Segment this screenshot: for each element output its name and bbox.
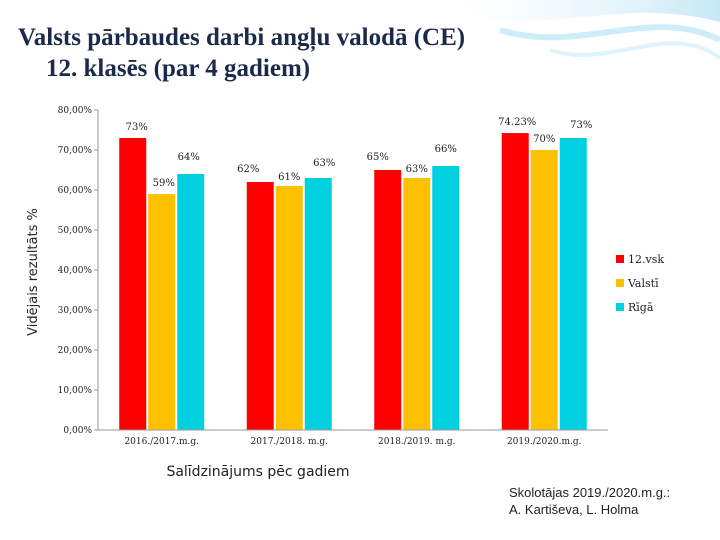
x-tick-label: 2018./2019. m.g. [378, 437, 456, 447]
legend-label: Rīgā [628, 301, 654, 314]
legend-swatch [616, 303, 624, 311]
x-tick-label: 2019./2020.m.g. [507, 437, 582, 447]
bar [559, 138, 587, 430]
data-label: 63% [313, 158, 335, 169]
legend: 12.vsk Valstī Rīgā [616, 253, 664, 314]
credit-line-2: A. Kartiševa, L. Holma [509, 502, 639, 517]
y-axis: 0,00% 10,00% 20,00% 30,00% 40,00% 50,00% 60,00… [58, 106, 99, 436]
bar [304, 178, 332, 430]
credit-note: Skolotājas 2019./2020.m.g.: A. Kartiševa… [509, 484, 670, 518]
data-label: 59% [153, 178, 175, 189]
data-label: 73% [570, 120, 592, 131]
y-tick-label: 10,00% [58, 386, 93, 396]
y-tick-label: 30,00% [58, 306, 93, 316]
legend-swatch [616, 279, 624, 287]
bar [403, 178, 431, 430]
bar [148, 194, 176, 430]
y-tick-label: 40,00% [58, 266, 93, 276]
legend-swatch [616, 255, 624, 263]
x-axis: 2016./2017.m.g. 2017./2018. m.g. 2018./201… [98, 429, 608, 447]
x-tick-label: 2016./2017.m.g. [124, 437, 199, 447]
bar [275, 186, 303, 430]
data-label: 63% [406, 164, 428, 175]
data-label: 62% [237, 164, 259, 175]
bar [530, 150, 558, 430]
y-tick-label: 50,00% [58, 226, 93, 236]
title-line-2: 12. klasēs (par 4 gadiem) [46, 55, 311, 82]
data-label: 64% [178, 152, 200, 163]
bar [177, 174, 205, 430]
bar [246, 182, 274, 430]
y-tick-label: 20,00% [58, 346, 93, 356]
data-label: 66% [435, 144, 457, 155]
y-tick-label: 0,00% [63, 426, 92, 436]
bar [432, 166, 460, 430]
legend-label: Valstī [627, 277, 659, 290]
y-axis-title: Vidējais rezultāts % [26, 208, 41, 336]
bars [119, 133, 587, 430]
x-axis-title: Salīdzinājums pēc gadiem [166, 464, 349, 480]
data-label: 65% [367, 152, 389, 163]
y-tick-label: 60,00% [58, 186, 93, 196]
bar [501, 133, 529, 430]
bar [374, 170, 402, 430]
bar [119, 138, 147, 430]
data-label: 73% [126, 122, 148, 133]
data-label: 70% [533, 134, 555, 145]
title-line-1: Valsts pārbaudes darbi angļu valodā (CE) [18, 24, 466, 51]
y-tick-label: 70,00% [58, 146, 93, 156]
legend-label: 12.vsk [628, 253, 664, 266]
data-labels: 73% 59% 64% 62% 61% 63% 65% 63% 66% 74.23% 70% 73% [126, 117, 593, 189]
credit-line-1: Skolotājas 2019./2020.m.g.: [509, 485, 671, 500]
y-tick-label: 80,00% [58, 106, 93, 116]
data-label: 74.23% [498, 117, 536, 128]
x-tick-label: 2017./2018. m.g. [251, 437, 329, 447]
page-title: Valsts pārbaudes darbi angļu valodā (CE)… [18, 22, 465, 84]
decorative-swirl [460, 0, 720, 60]
data-label: 61% [278, 172, 300, 183]
